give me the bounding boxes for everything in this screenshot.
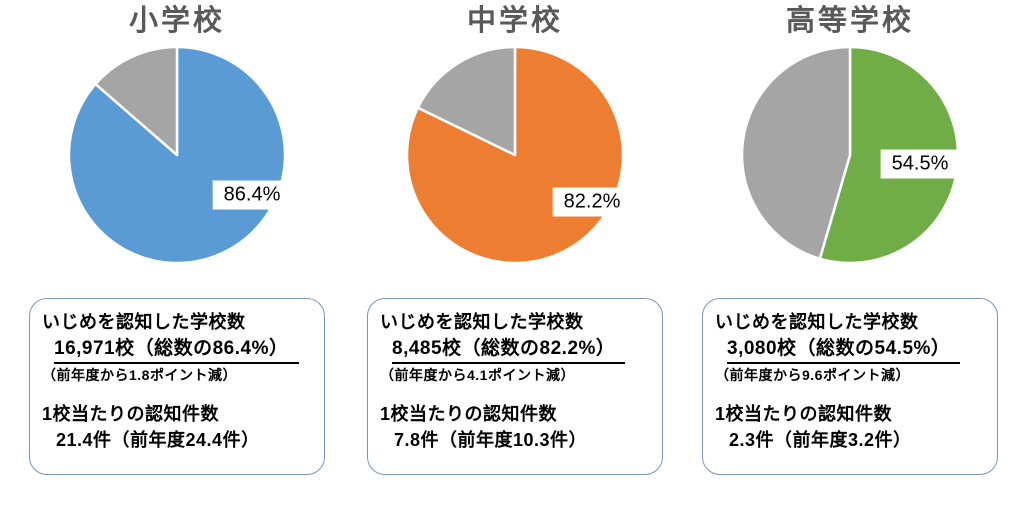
pie-svg — [67, 45, 287, 265]
recognized-schools-value-row: 16,971校（総数の86.4%） — [54, 338, 318, 364]
recognized-schools-label: いじめを認知した学校数 — [42, 312, 246, 332]
panel-high-school: 高等学校 54.5% いじめを認知した学校数 3,080校（総数の54.5%） … — [700, 0, 1000, 475]
pie-chart: 54.5% — [739, 44, 961, 266]
chart-title: 小学校 — [128, 5, 225, 37]
recognized-schools-value-row: 8,485校（総数の82.2%） — [392, 338, 656, 364]
pie-svg — [405, 45, 625, 265]
recognized-schools-value: 3,080校（総数の54.5%） — [727, 338, 961, 364]
pie-chart: 82.2% — [404, 44, 632, 266]
chart-title: 中学校 — [466, 5, 563, 37]
pie-chart: 86.4% — [66, 44, 292, 266]
yoy-change-note: （前年度から9.6ポイント減） — [715, 366, 910, 383]
recognized-schools-label: いじめを認知した学校数 — [715, 312, 919, 332]
info-box: いじめを認知した学校数 3,080校（総数の54.5%） （前年度から9.6ポイ… — [702, 298, 998, 475]
per-school-cases-value: 21.4件（前年度24.4件） — [56, 430, 260, 451]
per-school-cases-label: 1校当たりの認知件数 — [42, 403, 220, 424]
panel-elementary-school: 小学校 86.4% いじめを認知した学校数 16,971校（総数の86.4%） … — [27, 0, 327, 475]
recognized-schools-value: 16,971校（総数の86.4%） — [54, 338, 299, 364]
recognized-schools-label: いじめを認知した学校数 — [380, 312, 584, 332]
per-school-cases-label: 1校当たりの認知件数 — [715, 403, 893, 424]
pie-slice-1 — [416, 45, 517, 157]
data-label: 54.5% — [880, 149, 960, 179]
info-box: いじめを認知した学校数 8,485校（総数の82.2%） （前年度から4.1ポイ… — [367, 298, 663, 475]
recognized-schools-value: 8,485校（総数の82.2%） — [392, 338, 626, 364]
yoy-change-note: （前年度から1.8ポイント減） — [42, 366, 237, 383]
per-school-cases-value: 7.8件（前年度10.3件） — [394, 430, 588, 451]
per-school-cases-value: 2.3件（前年度3.2件） — [729, 430, 912, 451]
pie-slice-1 — [94, 45, 179, 157]
panel-junior-high-school: 中学校 82.2% いじめを認知した学校数 8,485校（総数の82.2%） （… — [365, 0, 665, 475]
chart-title: 高等学校 — [785, 5, 914, 37]
info-box: いじめを認知した学校数 16,971校（総数の86.4%） （前年度から1.8ポ… — [29, 298, 325, 475]
per-school-cases-label: 1校当たりの認知件数 — [380, 403, 558, 424]
data-label: 82.2% — [552, 187, 632, 217]
data-label: 86.4% — [212, 180, 292, 210]
pie-slice-1 — [740, 45, 852, 260]
recognized-schools-value-row: 3,080校（総数の54.5%） — [727, 338, 991, 364]
yoy-change-note: （前年度から4.1ポイント減） — [380, 366, 575, 383]
